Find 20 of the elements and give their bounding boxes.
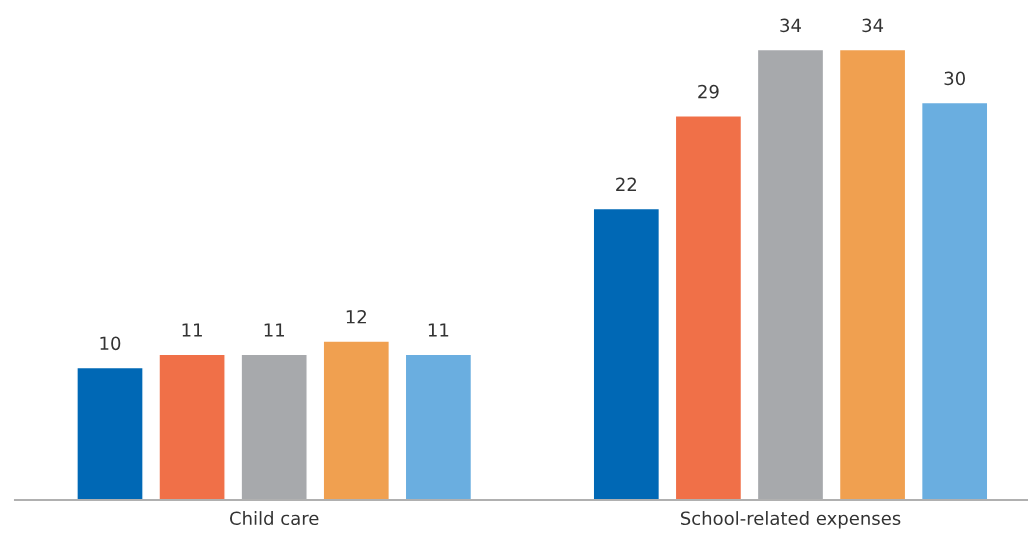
data-label: 34 <box>862 18 884 33</box>
data-label: 30 <box>944 71 965 86</box>
data-label: 34 <box>780 18 801 33</box>
bar <box>322 340 391 500</box>
data-label: 29 <box>698 84 719 99</box>
bar <box>592 207 661 500</box>
bar <box>404 353 473 500</box>
x-tick-label: Child care <box>230 511 319 526</box>
data-label: 22 <box>616 177 636 191</box>
x-tick-label: School-related expenses <box>680 511 901 529</box>
bar <box>674 115 743 500</box>
data-label: 12 <box>346 309 366 324</box>
data-label: 11 <box>182 323 202 337</box>
bar <box>76 366 144 500</box>
bar <box>158 353 226 500</box>
bar <box>838 48 907 500</box>
data-label: 11 <box>264 323 285 337</box>
bar <box>920 101 989 500</box>
data-label: 10 <box>100 336 121 351</box>
data-label: 11 <box>428 323 449 337</box>
